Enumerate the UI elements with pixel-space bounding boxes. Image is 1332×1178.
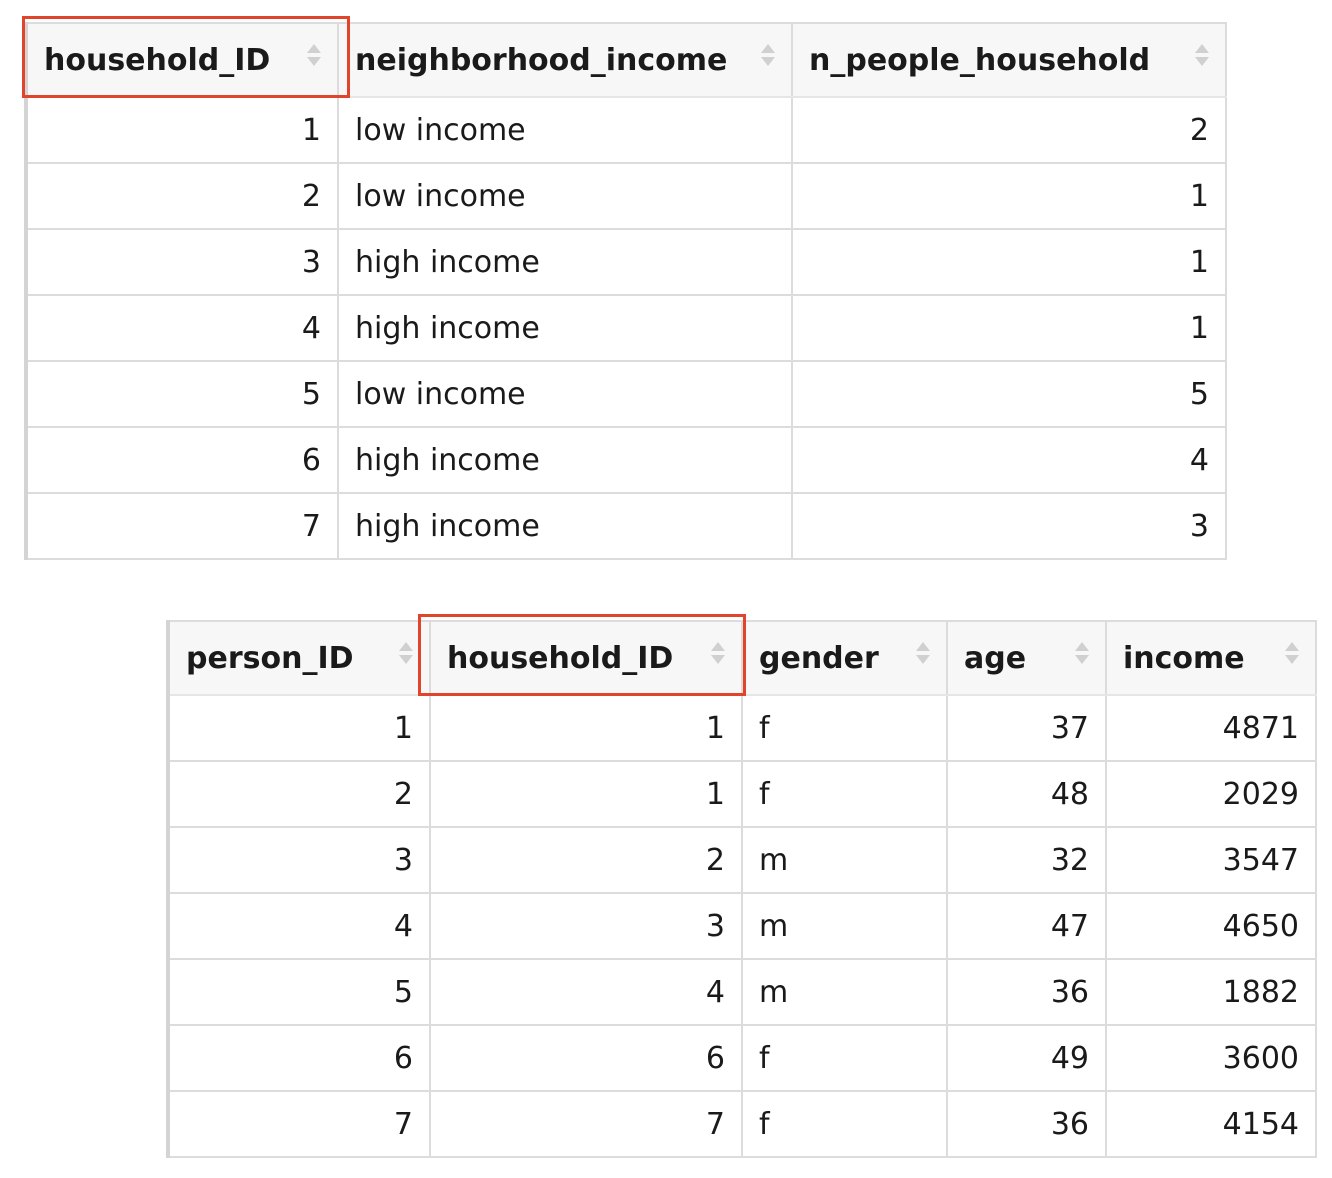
household-id-cell: 4 [24,294,339,362]
person-id-cell: 3 [166,826,431,894]
household-id-cell: 2 [24,162,339,230]
n-people-household-cell: 3 [791,492,1227,560]
gender-cell: f [741,760,948,828]
income-cell: 3600 [1105,1024,1317,1092]
column-header-household-id[interactable]: household_ID [429,620,743,696]
table-row: 4 3 m 47 4650 [166,892,1317,960]
sort-arrows-icon[interactable] [1075,640,1089,670]
column-header-income[interactable]: income [1105,620,1317,696]
household-id-cell: 6 [24,426,339,494]
table-row: 3 2 m 32 3547 [166,826,1317,894]
n-people-household-cell: 5 [791,360,1227,428]
column-header-person-id[interactable]: person_ID [166,620,431,696]
sort-arrows-icon[interactable] [711,640,725,670]
gender-cell: m [741,892,948,960]
neighborhood-income-cell: low income [337,360,793,428]
age-cell: 36 [946,958,1107,1026]
household-id-cell: 1 [24,96,339,164]
column-header-label: n_people_household [809,42,1151,78]
gender-cell: f [741,1090,948,1158]
person-id-cell: 1 [166,694,431,762]
income-cell: 4650 [1105,892,1317,960]
table-row: 4 high income 1 [24,294,1227,362]
gender-cell: m [741,826,948,894]
column-header-n-people-household[interactable]: n_people_household [791,22,1227,98]
household-id-cell: 7 [24,492,339,560]
sort-arrows-icon[interactable] [916,640,930,670]
table-row: 7 7 f 36 4154 [166,1090,1317,1158]
column-header-label: neighborhood_income [355,42,728,78]
table-row: 6 high income 4 [24,426,1227,494]
age-cell: 37 [946,694,1107,762]
sort-arrows-icon[interactable] [1285,640,1299,670]
n-people-household-cell: 1 [791,162,1227,230]
age-cell: 32 [946,826,1107,894]
table-row: 7 high income 3 [24,492,1227,560]
gender-cell: f [741,694,948,762]
person-id-cell: 5 [166,958,431,1026]
column-header-gender[interactable]: gender [741,620,948,696]
person-id-cell: 6 [166,1024,431,1092]
household-id-cell: 7 [429,1090,743,1158]
neighborhood-income-cell: high income [337,294,793,362]
age-cell: 36 [946,1090,1107,1158]
sort-arrows-icon[interactable] [761,42,775,72]
household-id-cell: 1 [429,694,743,762]
table-row: 2 low income 1 [24,162,1227,230]
household-id-cell: 5 [24,360,339,428]
table-row: 5 low income 5 [24,360,1227,428]
column-header-label: household_ID [44,42,271,78]
income-cell: 4154 [1105,1090,1317,1158]
table-row: 1 low income 2 [24,96,1227,164]
household-id-cell: 4 [429,958,743,1026]
person-id-cell: 7 [166,1090,431,1158]
persons-table: person_ID household_ID gender age income [166,620,1317,1158]
household-id-cell: 3 [429,892,743,960]
column-header-neighborhood-income[interactable]: neighborhood_income [337,22,793,98]
households-table: household_ID neighborhood_income n_peopl… [24,22,1227,560]
income-cell: 4871 [1105,694,1317,762]
n-people-household-cell: 1 [791,294,1227,362]
n-people-household-cell: 4 [791,426,1227,494]
household-id-cell: 3 [24,228,339,296]
neighborhood-income-cell: high income [337,492,793,560]
column-header-label: age [964,640,1027,676]
column-header-household-id[interactable]: household_ID [24,22,339,98]
table-row: 1 1 f 37 4871 [166,694,1317,762]
household-id-cell: 2 [429,826,743,894]
column-header-age[interactable]: age [946,620,1107,696]
neighborhood-income-cell: high income [337,228,793,296]
income-cell: 2029 [1105,760,1317,828]
household-id-cell: 1 [429,760,743,828]
table-row: 3 high income 1 [24,228,1227,296]
gender-cell: m [741,958,948,1026]
age-cell: 47 [946,892,1107,960]
column-header-label: gender [759,640,879,676]
age-cell: 48 [946,760,1107,828]
sort-arrows-icon[interactable] [1195,42,1209,72]
table-row: 2 1 f 48 2029 [166,760,1317,828]
sort-arrows-icon[interactable] [307,42,321,72]
n-people-household-cell: 2 [791,96,1227,164]
age-cell: 49 [946,1024,1107,1092]
sort-arrows-icon[interactable] [399,640,413,670]
income-cell: 1882 [1105,958,1317,1026]
table-row: 6 6 f 49 3600 [166,1024,1317,1092]
neighborhood-income-cell: high income [337,426,793,494]
table-row: 5 4 m 36 1882 [166,958,1317,1026]
column-header-label: household_ID [447,640,674,676]
household-id-cell: 6 [429,1024,743,1092]
income-cell: 3547 [1105,826,1317,894]
column-header-label: income [1123,640,1245,676]
column-header-label: person_ID [186,640,354,676]
neighborhood-income-cell: low income [337,162,793,230]
n-people-household-cell: 1 [791,228,1227,296]
person-id-cell: 4 [166,892,431,960]
person-id-cell: 2 [166,760,431,828]
header-row: household_ID neighborhood_income n_peopl… [24,22,1227,98]
gender-cell: f [741,1024,948,1092]
header-row: person_ID household_ID gender age income [166,620,1317,696]
neighborhood-income-cell: low income [337,96,793,164]
